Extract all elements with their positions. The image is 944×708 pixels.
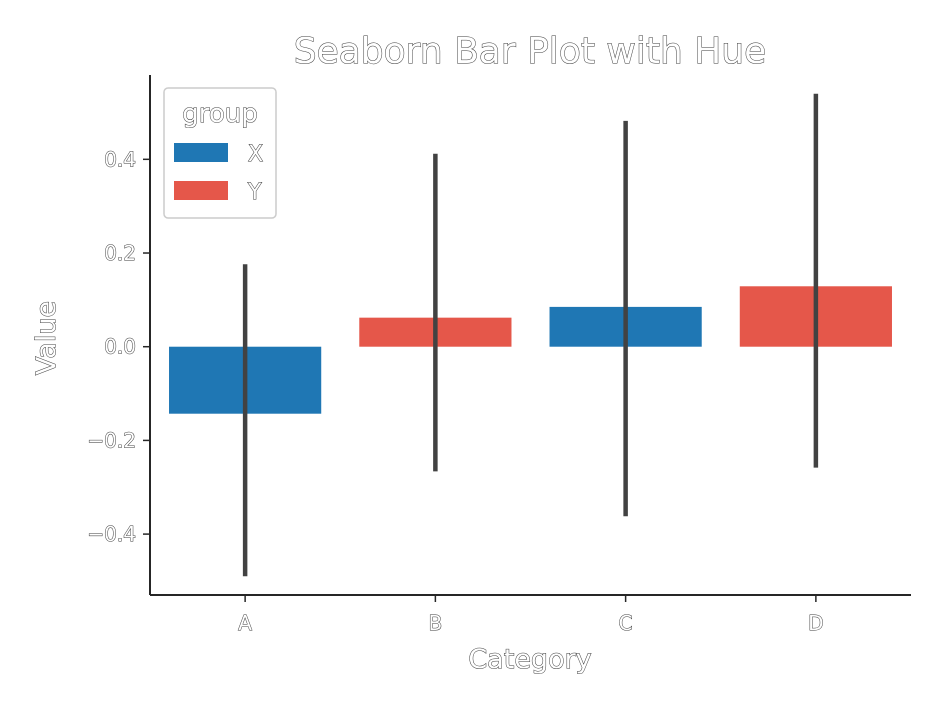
- y-ticks: −0.4 −0.2 0.0 0.2 0.4: [87, 147, 150, 547]
- legend-title: group: [182, 99, 258, 129]
- x-tick-label: A: [238, 611, 252, 635]
- x-tick-label: C: [619, 611, 633, 635]
- y-tick-label: 0.0: [104, 335, 136, 359]
- bars-layer: [169, 286, 892, 414]
- legend: group X Y: [163, 87, 277, 219]
- x-tick-label: B: [429, 611, 443, 635]
- legend-swatch-y: [174, 181, 228, 200]
- legend-swatch-x: [174, 143, 228, 162]
- y-axis-label: Value: [31, 301, 62, 375]
- chart-title: Seaborn Bar Plot with Hue: [294, 31, 767, 72]
- y-tick-label: −0.2: [87, 428, 136, 452]
- error-bars-layer: [242, 93, 819, 577]
- y-tick-label: 0.2: [104, 241, 136, 265]
- x-axis-label: Category: [468, 644, 591, 675]
- y-tick-label: −0.4: [87, 522, 136, 546]
- legend-label-x: X: [248, 142, 263, 167]
- x-tick-label: D: [808, 611, 823, 635]
- x-ticks: A B C D: [238, 595, 824, 636]
- legend-label-y: Y: [247, 180, 262, 205]
- y-tick-label: 0.4: [104, 147, 136, 171]
